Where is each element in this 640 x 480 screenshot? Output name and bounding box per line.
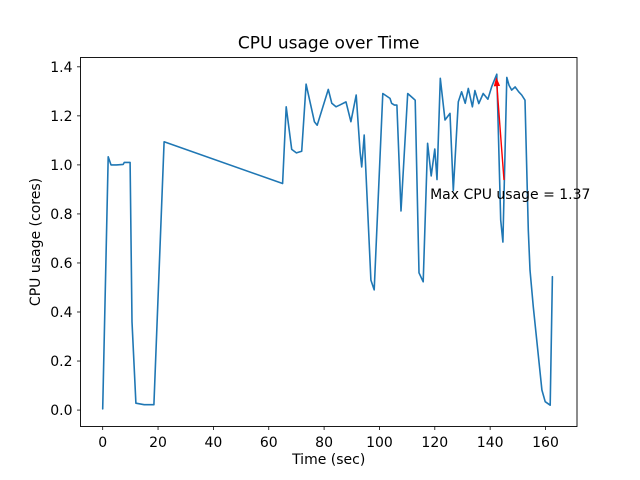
y-tick-label: 0.6 <box>50 256 72 272</box>
cpu-usage-line <box>101 73 554 410</box>
x-tick-label: 140 <box>477 435 504 451</box>
plot-border <box>80 57 578 427</box>
x-tick-label: 60 <box>260 435 278 451</box>
y-tick-label: 1.4 <box>50 60 72 76</box>
y-tick-label: 1.0 <box>50 158 72 174</box>
x-tick-label: 40 <box>204 435 222 451</box>
x-tick-label: 160 <box>532 435 559 451</box>
y-axis-ticks: 0.0 0.2 0.4 0.6 0.8 1.0 1.2 1.4 <box>50 60 81 419</box>
x-tick-label: 0 <box>98 435 107 451</box>
max-annotation-arrow <box>493 77 505 181</box>
chart-title: CPU usage over Time <box>238 34 420 54</box>
y-tick-label: 1.2 <box>50 109 72 125</box>
y-tick-label: 0.0 <box>50 403 72 419</box>
max-annotation-arrowhead-icon <box>493 77 501 87</box>
x-tick-label: 120 <box>421 435 448 451</box>
y-tick-label: 0.2 <box>50 354 72 370</box>
x-axis-ticks: 0 20 40 60 80 100 120 140 160 <box>98 426 559 451</box>
x-axis-label: Time (sec) <box>291 452 365 468</box>
max-annotation-arrow-shaft <box>496 86 505 181</box>
x-tick-label: 100 <box>366 435 393 451</box>
x-tick-label: 20 <box>149 435 167 451</box>
x-tick-label: 80 <box>315 435 333 451</box>
y-tick-label: 0.4 <box>50 305 72 321</box>
y-axis-label: CPU usage (cores) <box>28 178 44 306</box>
y-tick-label: 0.8 <box>50 207 72 223</box>
max-annotation-text: Max CPU usage = 1.37 <box>430 187 590 203</box>
